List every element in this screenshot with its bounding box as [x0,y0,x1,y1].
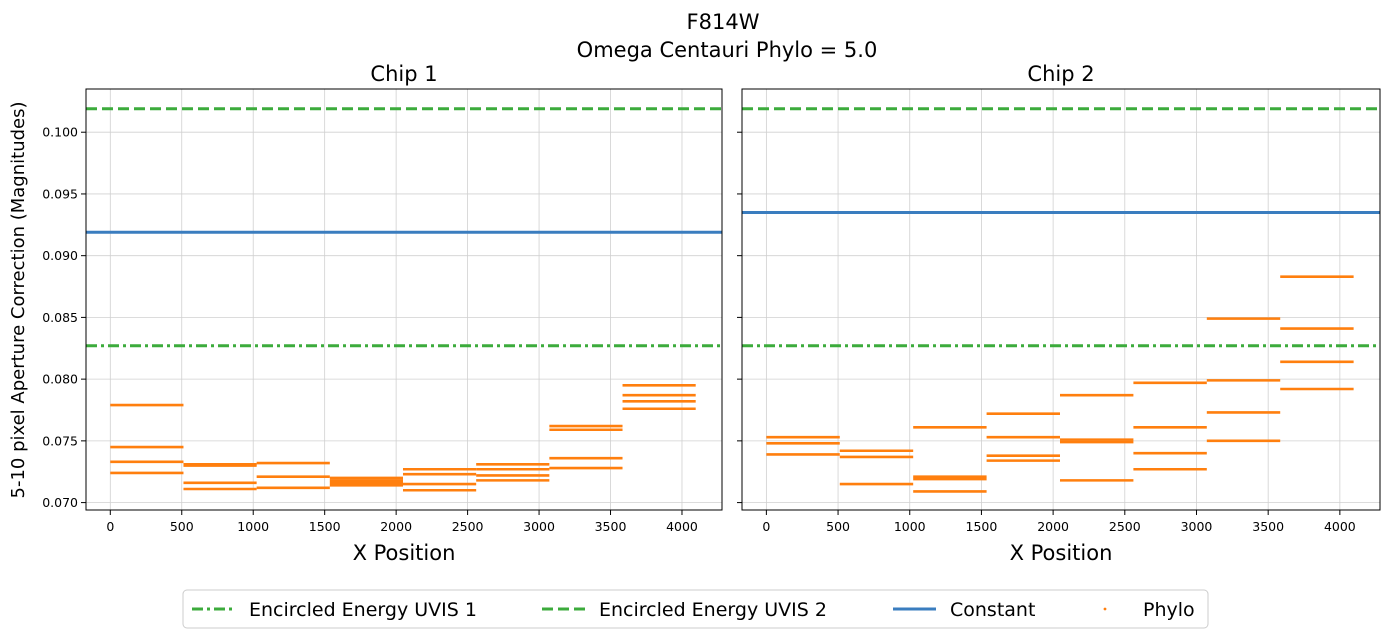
x-tick-label: 4000 [1324,519,1356,534]
x-tick-label: 2000 [1037,519,1069,534]
legend-label-constant: Constant [950,599,1035,621]
panel-title: Chip 1 [370,62,437,86]
x-tick-label: 2000 [380,519,412,534]
legend-label-ee2: Encircled Energy UVIS 2 [599,599,827,621]
x-tick-label: 2500 [452,519,484,534]
x-tick-label: 2500 [1109,519,1141,534]
axes-frame [85,88,723,511]
chart-panel-chip1: 0 500 1000 1500 2000 2500 3000 3500 4000 0.070 0.0… [42,62,723,565]
x-tick-label: 4000 [666,519,698,534]
x-tick-label: 1000 [237,519,269,534]
x-tick-label: 500 [826,519,850,534]
legend-label-ee1: Encircled Energy UVIS 1 [249,599,477,621]
y-axis-label: 5-10 pixel Aperture Correction (Magnitud… [8,101,29,498]
y-tick-label: 0.085 [42,310,78,325]
x-tick-label: 3000 [1181,519,1213,534]
y-tick-label: 0.070 [42,495,78,510]
y-tick-label: 0.080 [42,372,78,387]
y-tick-label: 0.100 [42,125,78,140]
y-tick-label: 0.095 [42,186,78,201]
x-tick-label: 3500 [595,519,627,534]
x-tick-label: 0 [106,519,114,534]
suptitle-line1: F814W [687,10,760,34]
x-axis-label: X Position [1010,541,1113,565]
legend-label-phylo: Phylo [1143,599,1195,621]
x-tick-label: 1500 [309,519,341,534]
legend-frame [182,589,1209,629]
axes-frame [741,88,1381,511]
panel-title: Chip 2 [1027,62,1094,86]
legend-swatch-phylo [1103,607,1107,611]
y-tick-label: 0.090 [42,248,78,263]
legend: Encircled Energy UVIS 1 Encircled Energy… [182,589,1209,629]
x-tick-label: 3000 [523,519,555,534]
x-tick-label: 3500 [1252,519,1284,534]
suptitle-line2: Omega Centauri Phylo = 5.0 [577,38,878,62]
x-axis-label: X Position [353,541,456,565]
x-tick-label: 0 [762,519,770,534]
chart-panel-chip2: 0 500 1000 1500 2000 2500 3000 3500 4000 Chip 2 X … [737,62,1381,565]
y-tick-label: 0.075 [42,433,78,448]
x-tick-label: 1500 [966,519,998,534]
x-tick-label: 500 [170,519,194,534]
x-tick-label: 1000 [894,519,926,534]
